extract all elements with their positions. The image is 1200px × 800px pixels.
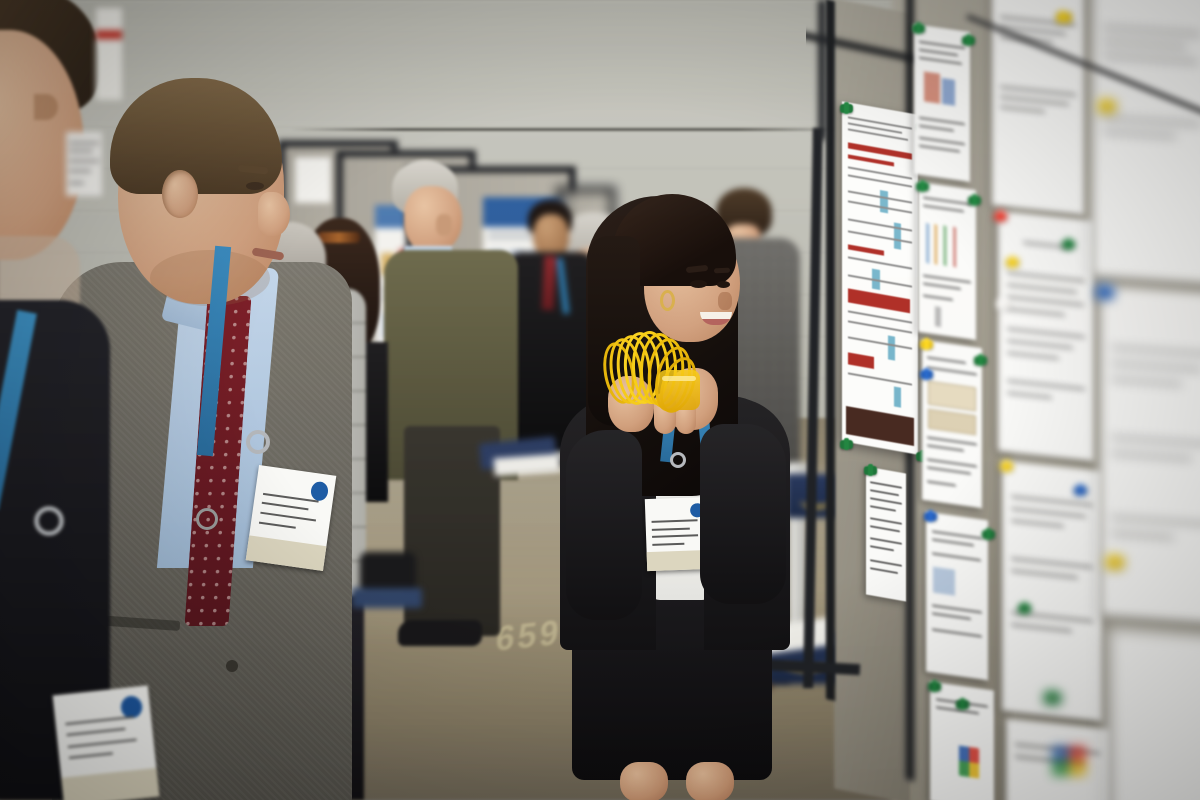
pinned-page	[66, 132, 102, 196]
eyebrow	[713, 267, 731, 274]
badge-ring	[246, 430, 270, 454]
mini-page	[295, 157, 331, 203]
wall-seam-line	[290, 128, 850, 131]
pushpin-green	[962, 36, 975, 45]
pinned-page	[918, 181, 976, 341]
pinned-page	[1100, 285, 1200, 625]
pushpin-yellow	[1006, 258, 1019, 267]
pushpin-yellow	[1098, 100, 1116, 113]
jacket-button	[226, 660, 238, 672]
pushpin-green	[982, 530, 995, 539]
pushpin-green	[912, 24, 925, 33]
badge-bottom-strip	[61, 767, 160, 800]
pushpin-green	[956, 700, 969, 709]
pinned-page	[1092, 0, 1200, 285]
poster-row	[848, 256, 912, 270]
poster-row	[848, 336, 912, 350]
poster-footer-block	[846, 406, 914, 446]
pushpin-green	[1018, 604, 1031, 613]
hoop-earring	[660, 290, 675, 311]
pushpin-blue	[920, 370, 933, 379]
pinned-page	[866, 466, 906, 602]
pushpin-yellow	[1106, 556, 1124, 569]
poster-row	[848, 372, 912, 386]
nose	[436, 214, 452, 236]
poster-row	[848, 218, 912, 232]
hair-barrette	[318, 232, 360, 243]
mini-text-line	[488, 231, 564, 233]
pushpin-green	[968, 196, 981, 205]
poster-text-line	[848, 128, 908, 141]
wall-sign	[96, 8, 122, 100]
poster-row	[848, 230, 912, 244]
poster-red-block	[848, 352, 874, 369]
leg	[686, 762, 734, 800]
badge-ring	[670, 452, 686, 468]
eye	[717, 281, 730, 288]
pushpin-red	[994, 212, 1007, 221]
slinky-highlight	[662, 376, 696, 381]
name-badge	[52, 685, 160, 800]
pushpin-green	[840, 104, 853, 113]
poster-red-bar	[848, 244, 884, 256]
pushpin-blue	[1096, 286, 1114, 299]
poster-row	[848, 274, 912, 288]
aaas-seal-icon	[309, 480, 330, 502]
poster-cyan-cell	[888, 335, 895, 361]
pushpin-yellow	[1000, 462, 1013, 471]
board-frame-vertical	[826, 0, 835, 701]
pushpin-green	[1044, 692, 1061, 704]
poster-red-block	[848, 288, 910, 314]
badge-ring	[34, 506, 64, 536]
face	[533, 214, 569, 258]
nose	[258, 192, 290, 236]
colored-logo-graphic	[1052, 746, 1086, 776]
pushpin-yellow	[920, 340, 933, 349]
eye	[246, 182, 264, 190]
poster-row	[848, 320, 912, 334]
pinned-page	[926, 511, 988, 681]
pinned-page	[922, 339, 982, 509]
pushpin-green	[864, 466, 877, 475]
poster-cyan-cell	[894, 386, 901, 408]
hand-left	[608, 376, 654, 432]
pinned-page	[998, 210, 1094, 462]
poster-red-bar	[848, 154, 894, 167]
pinned-page	[914, 24, 970, 182]
lanyard-ring	[196, 508, 218, 530]
pushpin-white	[996, 300, 1009, 309]
pushpin-blue	[924, 512, 937, 521]
pinned-page	[1108, 627, 1200, 800]
mini-text-line	[488, 237, 551, 239]
ear	[162, 170, 198, 218]
shoe	[398, 620, 482, 646]
smile-mouth	[700, 312, 732, 325]
pushpin-green	[928, 682, 941, 691]
pushpin-yellow	[1056, 12, 1072, 23]
floor-bag	[352, 588, 422, 608]
schedule-poster	[842, 101, 918, 455]
pushpin-green	[840, 440, 853, 449]
pushpin-green	[916, 182, 929, 191]
pushpin-green	[1062, 240, 1075, 249]
nose	[718, 292, 732, 310]
board-frame-top	[818, 0, 826, 140]
leg	[620, 762, 668, 800]
pushpin-green	[974, 356, 987, 365]
pushpin-blue	[1074, 486, 1087, 495]
arm-right	[700, 424, 786, 604]
poster-cyan-cell	[880, 190, 888, 214]
nose	[34, 94, 58, 120]
arm-left	[566, 430, 642, 620]
face	[404, 186, 462, 252]
poster-board-wall	[806, 0, 1200, 800]
eye	[690, 280, 707, 288]
hair	[110, 78, 282, 194]
slinky-toy	[598, 330, 703, 418]
pinned-page	[1002, 460, 1102, 722]
name-badge	[245, 465, 337, 571]
